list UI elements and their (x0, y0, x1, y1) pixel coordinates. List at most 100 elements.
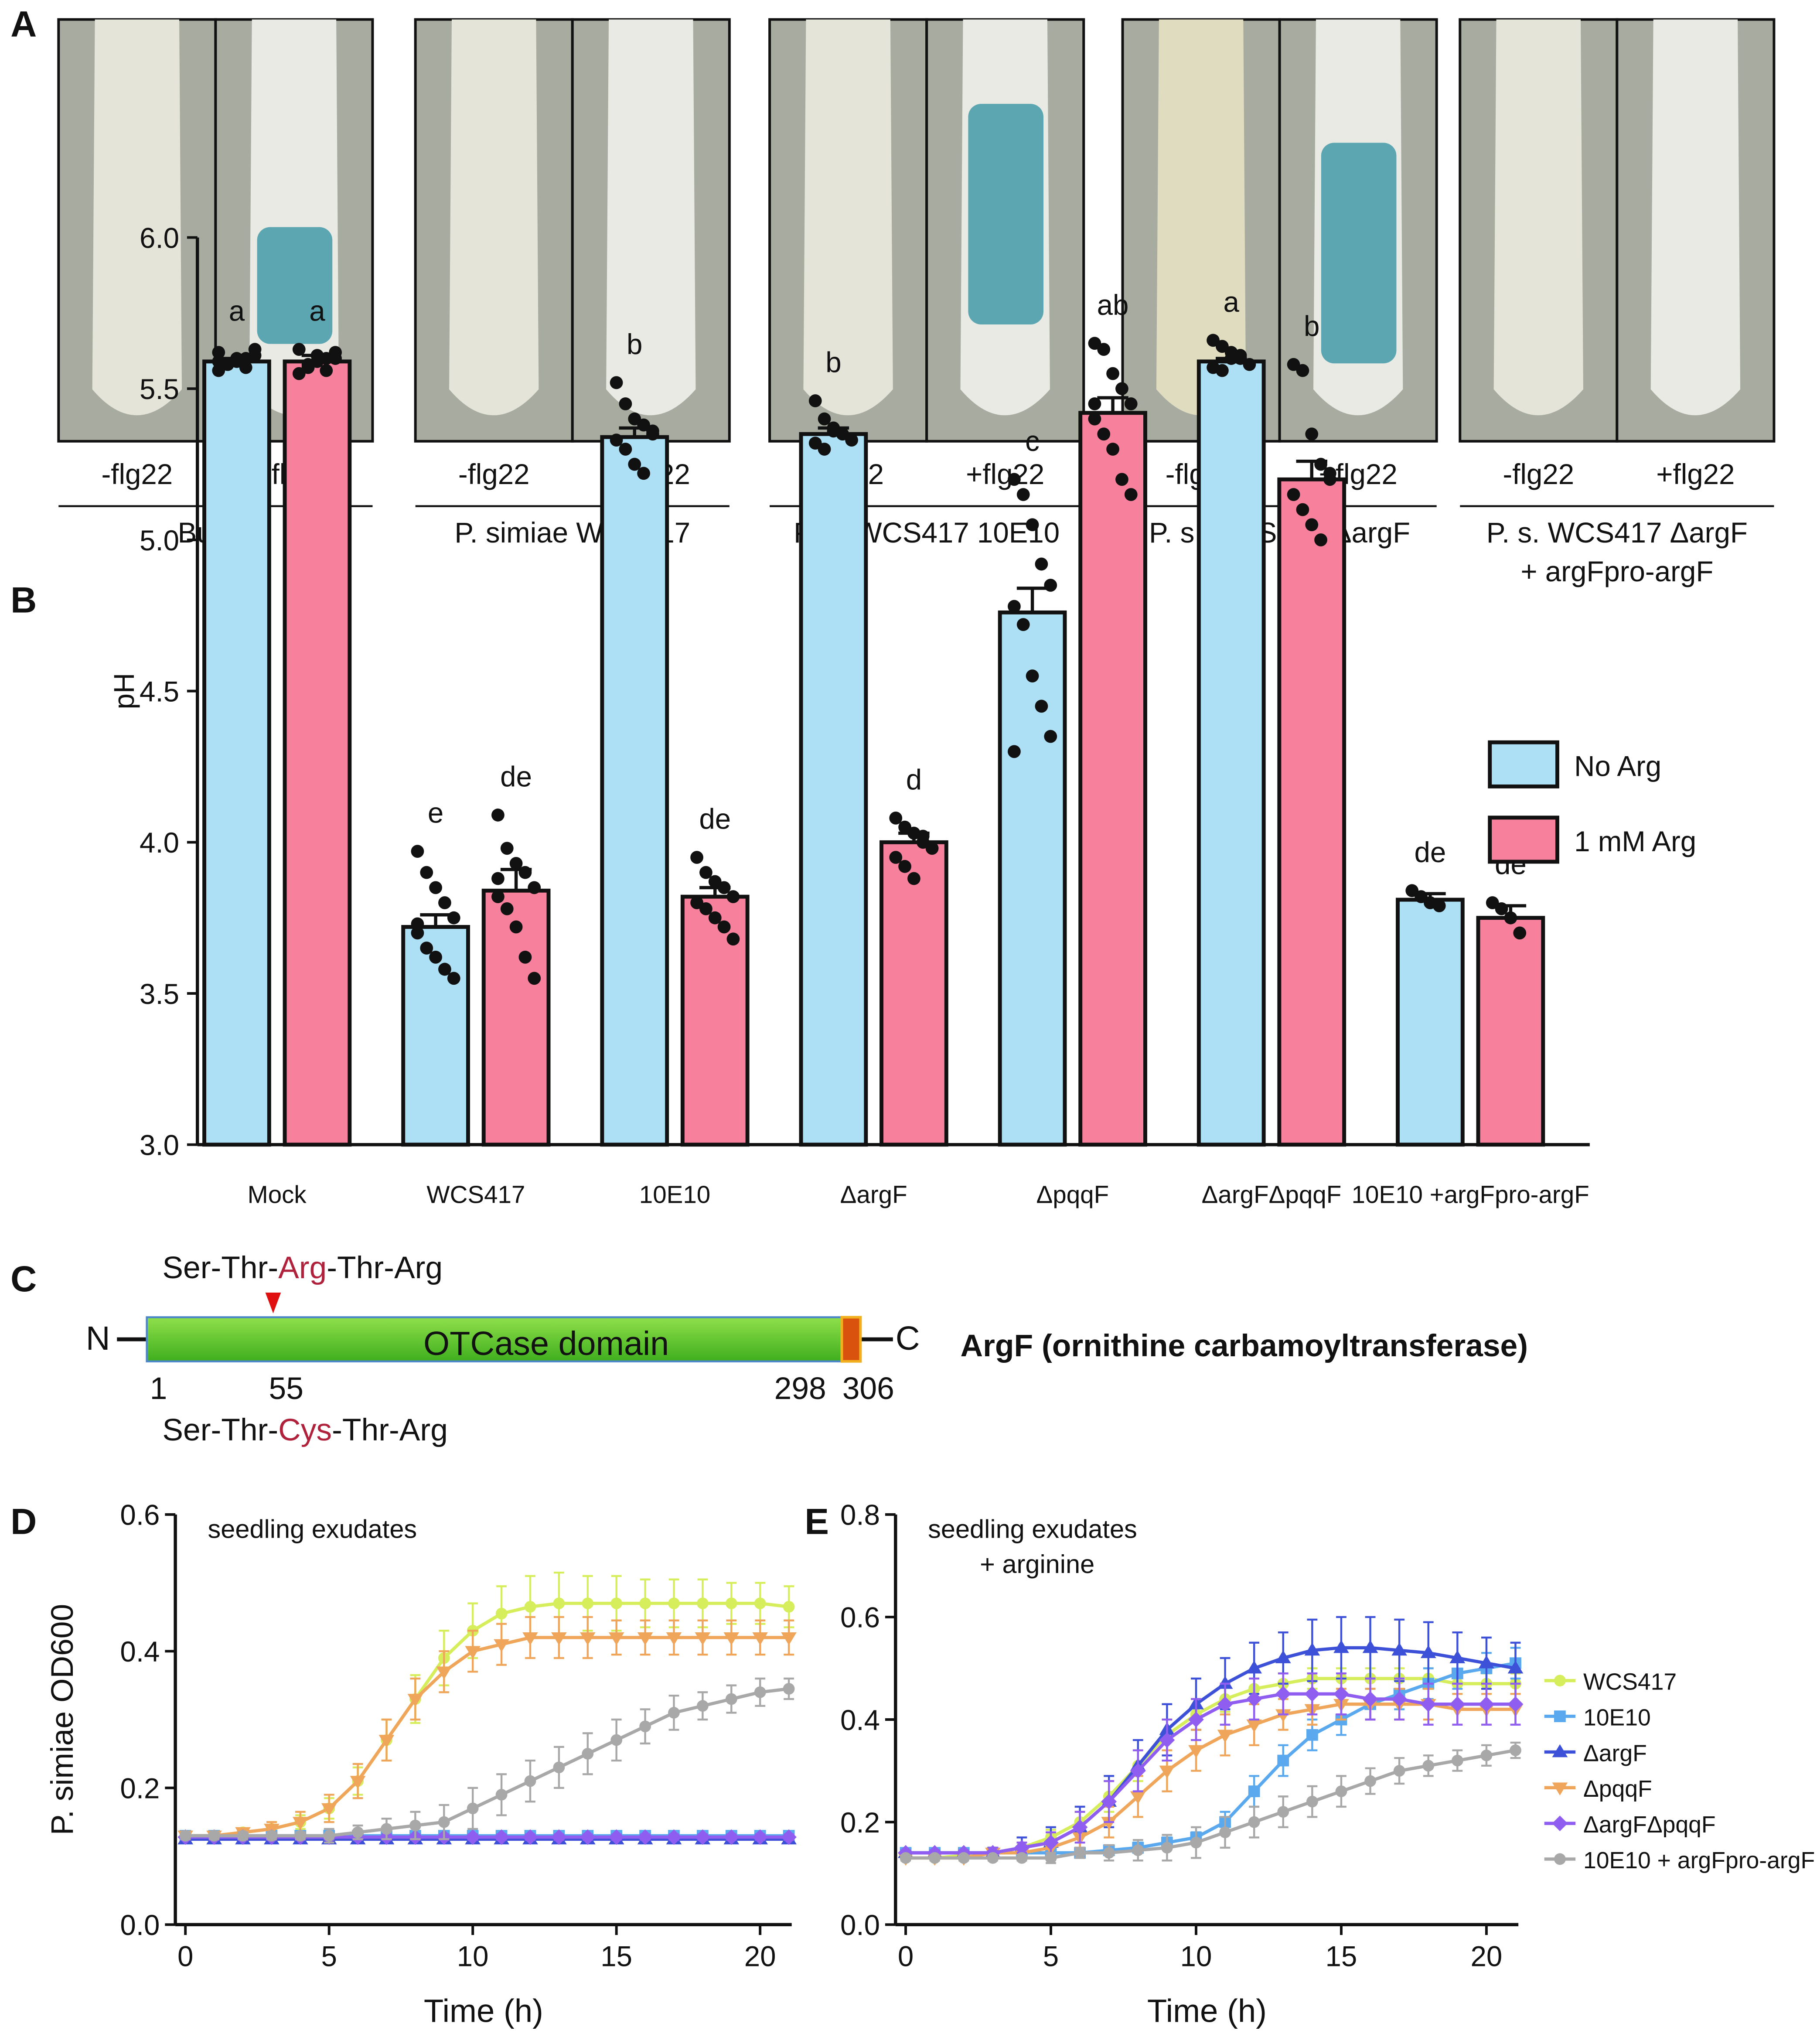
marker (696, 1700, 709, 1712)
data-point (1296, 503, 1309, 516)
series-line (185, 1687, 789, 1838)
y-tick-label: 4.0 (140, 827, 179, 859)
marker (551, 1632, 567, 1645)
data-point (447, 911, 460, 925)
data-point (1016, 488, 1030, 501)
marker (1420, 1645, 1436, 1658)
marker (237, 1830, 249, 1842)
root (803, 19, 893, 416)
data-point (1513, 926, 1527, 940)
bar (880, 840, 948, 1147)
x-tick-label: 0 (177, 1940, 193, 1972)
marker (610, 1734, 623, 1746)
position-label: 306 (842, 1371, 894, 1406)
marker (929, 1852, 941, 1864)
sequence-part: Cys (278, 1413, 332, 1447)
marker (438, 1816, 450, 1828)
data-point (637, 467, 650, 480)
y-tick-label: 0.4 (840, 1704, 880, 1736)
panel-label: E (805, 1501, 829, 1542)
c-terminus: C (896, 1320, 920, 1357)
data-point (628, 457, 641, 471)
data-point (610, 433, 623, 447)
marker (1507, 1696, 1524, 1712)
significance-letter: de (500, 761, 532, 792)
data-point (491, 809, 505, 822)
data-point (1008, 473, 1021, 486)
significance-letter: a (229, 295, 245, 327)
marker (580, 1632, 596, 1645)
data-point (646, 424, 659, 438)
marker (725, 1597, 737, 1609)
c-terminal-segment (840, 1316, 862, 1363)
marker (668, 1597, 680, 1609)
marker (1393, 1765, 1405, 1777)
marker (1072, 1819, 1088, 1835)
data-point (690, 851, 703, 864)
marker (958, 1852, 970, 1864)
y-tick-label: 0.0 (120, 1909, 160, 1941)
legend-label: ΔargFΔpqqF (1583, 1812, 1716, 1838)
marker (1304, 1686, 1320, 1702)
position-label: 298 (774, 1371, 826, 1406)
marker (323, 1830, 335, 1842)
marker (1449, 1696, 1466, 1712)
marker (1246, 1691, 1262, 1707)
x-axis-label: Time (h) (1147, 1993, 1267, 2029)
x-tick-label: 20 (744, 1940, 776, 1972)
x-tick-label: 15 (1326, 1940, 1357, 1972)
gus-stain (1321, 143, 1397, 364)
data-point (518, 866, 532, 879)
data-point (1106, 367, 1119, 380)
data-point (528, 881, 541, 894)
data-point (320, 364, 333, 377)
marker (1391, 1642, 1407, 1656)
bar (1476, 916, 1545, 1147)
y-tick-label: 3.5 (140, 978, 179, 1010)
data-point (818, 443, 831, 456)
marker (781, 1829, 797, 1845)
data-point (1216, 364, 1229, 377)
marker (294, 1830, 307, 1842)
x-tick-label: ΔargF (840, 1181, 907, 1208)
y-tick-label: 0.6 (120, 1499, 160, 1531)
legend-label: WCS417 (1583, 1669, 1677, 1695)
marker (580, 1829, 596, 1845)
marker (266, 1830, 278, 1842)
data-point (699, 902, 712, 915)
x-tick-label: 5 (321, 1940, 337, 1972)
marker (1130, 1791, 1146, 1805)
marker (900, 1852, 912, 1864)
panel-label: B (10, 580, 37, 621)
marker (467, 1802, 479, 1815)
condition-label: -flg22 (1503, 458, 1574, 490)
data-point (1287, 488, 1300, 501)
x-tick-label: 15 (600, 1940, 632, 1972)
marker (637, 1632, 653, 1645)
data-point (491, 890, 505, 904)
marker (752, 1632, 768, 1645)
data-point (717, 920, 731, 934)
marker (465, 1646, 481, 1659)
significance-letter: c (1025, 425, 1040, 457)
marker (1507, 1660, 1524, 1674)
data-point (1044, 579, 1057, 592)
y-tick-label: 0.2 (120, 1773, 160, 1805)
legend-label: 10E10 (1583, 1705, 1651, 1730)
marker (524, 1775, 536, 1787)
data-point (212, 355, 225, 368)
data-point (411, 917, 424, 931)
marker (1554, 1853, 1566, 1865)
data-point (845, 433, 858, 447)
data-point (248, 343, 262, 356)
marker (1277, 1806, 1289, 1818)
marker (1074, 1847, 1086, 1859)
marker (783, 1683, 795, 1695)
mutation-arrow (265, 1292, 281, 1314)
marker (1362, 1640, 1378, 1653)
series-line (185, 1636, 789, 1838)
data-point (717, 881, 731, 894)
marker (553, 1597, 565, 1609)
bar (202, 359, 271, 1147)
data-point (1008, 745, 1021, 758)
